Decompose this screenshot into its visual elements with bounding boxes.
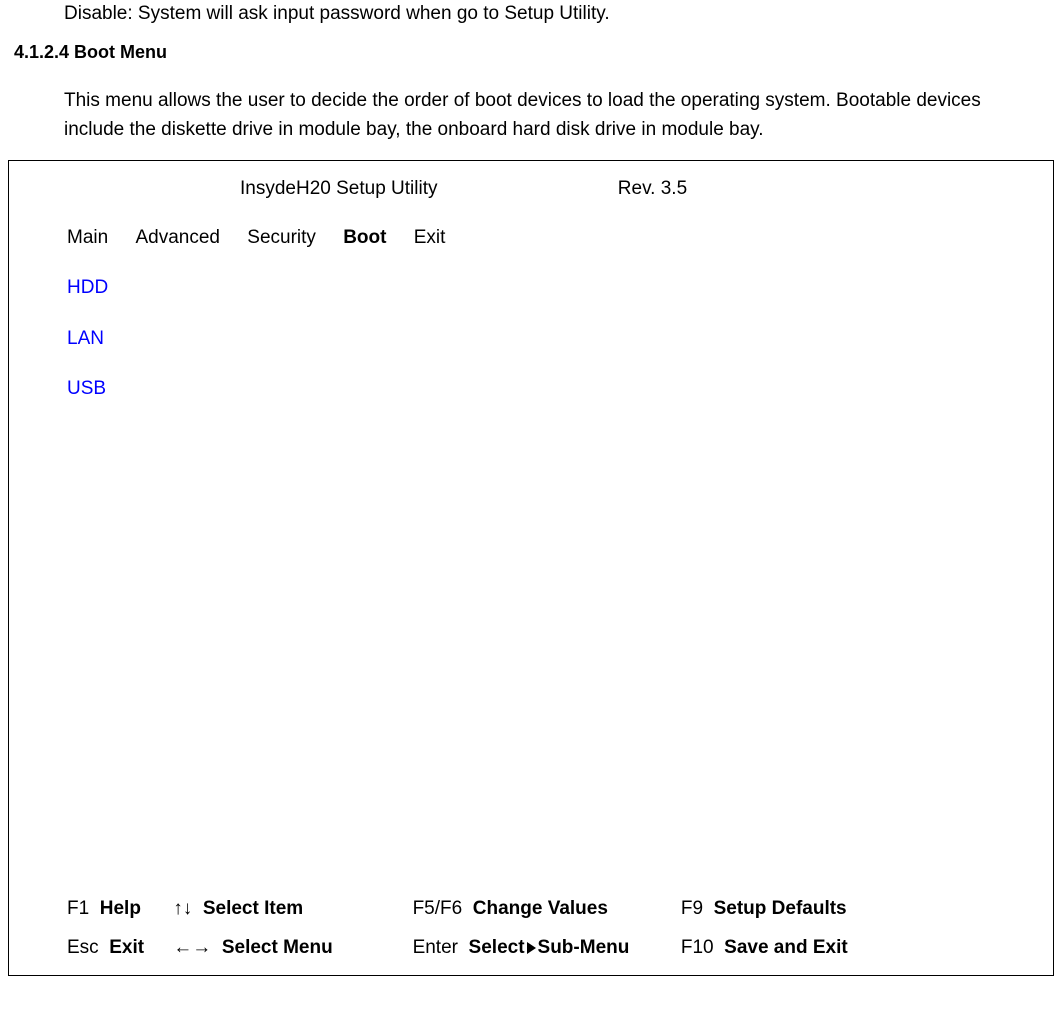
triangle-right-icon [527, 942, 536, 954]
key-leftright: ←→ Select Menu [173, 934, 407, 963]
boot-order-list: HDD LAN USB [9, 274, 1053, 404]
boot-item-lan[interactable]: LAN [67, 325, 1053, 354]
key-enter-action-pre: Select [469, 934, 525, 963]
key-leftright-label: ←→ [173, 934, 211, 963]
footer-help-keys: F1 Help ↑↓ Select Item F5/F6 Change Valu… [67, 895, 1033, 962]
key-esc-label: Esc [67, 934, 99, 963]
key-enter-label: Enter [413, 934, 458, 963]
key-f9: F9 Setup Defaults [681, 895, 847, 924]
boot-description-text: This menu allows the user to decide the … [0, 86, 1062, 145]
footer-row-2: Esc Exit ←→ Select Menu Enter Select Sub… [67, 934, 1033, 963]
bios-header: InsydeH20 Setup Utility Rev. 3.5 Main Ad… [9, 175, 1053, 252]
key-f1-action: Help [100, 895, 141, 924]
bios-setup-box: InsydeH20 Setup Utility Rev. 3.5 Main Ad… [8, 160, 1054, 976]
footer-row-1: F1 Help ↑↓ Select Item F5/F6 Change Valu… [67, 895, 1033, 924]
utility-revision: Rev. 3.5 [618, 175, 687, 204]
key-f10-label: F10 [681, 934, 714, 963]
section-heading: 4.1.2.4 Boot Menu [0, 39, 1062, 66]
key-updown-action: Select Item [203, 895, 303, 924]
key-f5f6-action: Change Values [473, 895, 608, 924]
tab-main[interactable]: Main [67, 224, 108, 253]
key-f5f6-label: F5/F6 [413, 895, 463, 924]
key-leftright-action: Select Menu [222, 934, 333, 963]
key-updown-label: ↑↓ [173, 895, 192, 924]
key-enter: Enter Select Sub-Menu [413, 934, 676, 963]
boot-item-usb[interactable]: USB [67, 375, 1053, 404]
key-enter-action-post: Sub-Menu [538, 934, 630, 963]
key-esc: Esc Exit [67, 934, 168, 963]
key-f1-label: F1 [67, 895, 89, 924]
boot-item-hdd[interactable]: HDD [67, 274, 1053, 303]
tab-exit[interactable]: Exit [414, 224, 446, 253]
utility-title-row: InsydeH20 Setup Utility Rev. 3.5 [67, 175, 1053, 204]
key-esc-action: Exit [109, 934, 144, 963]
key-updown: ↑↓ Select Item [173, 895, 407, 924]
tabs-row: Main Advanced Security Boot Exit [67, 224, 1053, 253]
tab-boot[interactable]: Boot [343, 224, 386, 253]
key-f10: F10 Save and Exit [681, 934, 848, 963]
key-f9-label: F9 [681, 895, 703, 924]
utility-title: InsydeH20 Setup Utility [240, 175, 438, 204]
tab-advanced[interactable]: Advanced [135, 224, 220, 253]
intro-disable-text: Disable: System will ask input password … [0, 0, 1062, 29]
key-f9-action: Setup Defaults [714, 895, 847, 924]
key-f10-action: Save and Exit [724, 934, 848, 963]
key-f5f6: F5/F6 Change Values [413, 895, 676, 924]
tab-security[interactable]: Security [247, 224, 316, 253]
key-f1: F1 Help [67, 895, 168, 924]
